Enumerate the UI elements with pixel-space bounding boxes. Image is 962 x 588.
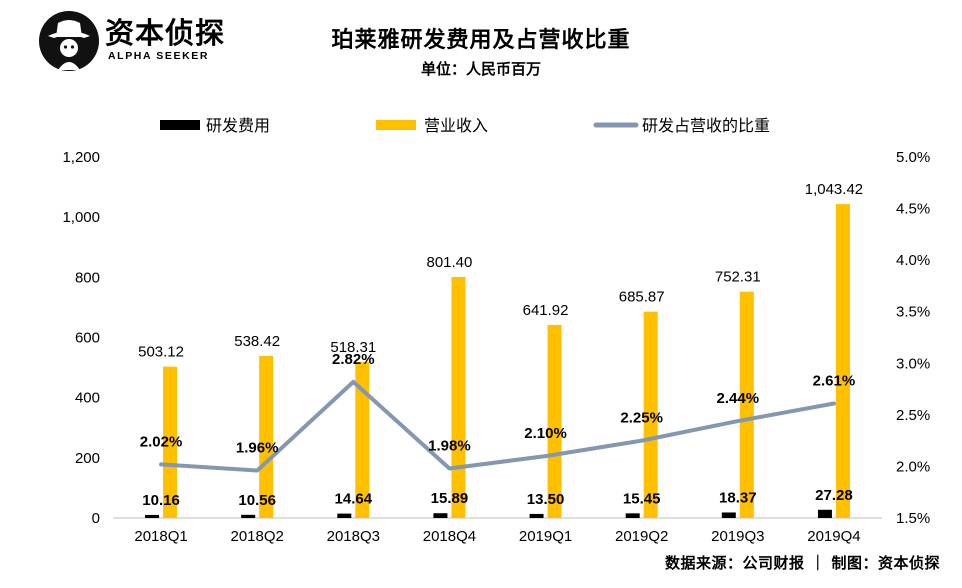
right-axis-tick-label: 2.5% bbox=[896, 407, 930, 424]
rd-expense-data-label: 14.64 bbox=[335, 491, 373, 508]
rd-expense-bar bbox=[529, 513, 544, 518]
revenue-data-label: 685.87 bbox=[619, 289, 665, 306]
left-axis-tick-label: 0 bbox=[92, 510, 100, 527]
ratio-data-label: 2.44% bbox=[717, 390, 760, 407]
rd-expense-bar bbox=[721, 512, 736, 518]
revenue-data-label: 801.40 bbox=[426, 254, 472, 271]
revenue-bar bbox=[451, 276, 466, 518]
right-axis-tick-label: 5.0% bbox=[896, 149, 930, 166]
revenue-bar bbox=[259, 356, 274, 518]
revenue-bar bbox=[163, 366, 178, 518]
ratio-data-label: 2.02% bbox=[140, 433, 183, 450]
data-source: 数据来源：公司财报 ｜ 制图：资本侦探 bbox=[665, 554, 940, 572]
rd-expense-bar bbox=[337, 513, 352, 518]
left-axis-tick-label: 400 bbox=[75, 390, 100, 407]
logo-name-cn: 资本侦探 bbox=[105, 16, 226, 50]
rd-expense-data-label: 15.45 bbox=[623, 490, 661, 507]
x-axis-category-label: 2018Q2 bbox=[230, 528, 283, 545]
x-axis-category-label: 2018Q4 bbox=[423, 528, 476, 545]
right-axis-tick-label: 4.0% bbox=[896, 252, 930, 269]
x-axis-category-label: 2019Q4 bbox=[807, 528, 860, 545]
revenue-data-label: 538.42 bbox=[234, 333, 280, 350]
revenue-bar bbox=[643, 311, 658, 518]
revenue-bar bbox=[355, 362, 370, 518]
left-axis-tick-label: 1,000 bbox=[62, 209, 100, 226]
ratio-data-label: 2.10% bbox=[524, 425, 567, 442]
revenue-data-label: 503.12 bbox=[138, 344, 184, 361]
rd-expense-bar bbox=[145, 514, 160, 518]
rd-expense-bar bbox=[241, 514, 256, 518]
left-axis-tick-label: 800 bbox=[75, 269, 100, 286]
revenue-bar bbox=[547, 324, 562, 518]
x-axis-category-label: 2018Q3 bbox=[327, 528, 380, 545]
legend-rd-swatch bbox=[160, 120, 200, 130]
ratio-line bbox=[159, 379, 836, 473]
legend-revenue-label: 营业收入 bbox=[424, 116, 488, 135]
left-axis-tick-label: 200 bbox=[75, 450, 100, 467]
rd-expense-bar bbox=[625, 513, 640, 518]
rd-expense-data-label: 15.89 bbox=[431, 490, 469, 507]
ratio-data-label: 2.82% bbox=[332, 351, 375, 368]
detective-logo-icon bbox=[39, 11, 99, 71]
revenue-data-label: 1,043.42 bbox=[805, 181, 863, 198]
brand-logo: 资本侦探 ALPHA SEEKER bbox=[38, 10, 238, 72]
legend-ratio-label: 研发占营收的比重 bbox=[642, 116, 770, 135]
left-axis-tick-label: 600 bbox=[75, 330, 100, 347]
rd-expense-data-label: 10.56 bbox=[238, 492, 276, 509]
rd-expense-data-label: 18.37 bbox=[719, 489, 757, 506]
right-axis-tick-label: 1.5% bbox=[896, 510, 930, 527]
revenue-data-label: 641.92 bbox=[523, 302, 569, 319]
logo-name-en: ALPHA SEEKER bbox=[108, 50, 210, 62]
x-axis-category-label: 2019Q2 bbox=[615, 528, 668, 545]
revenue-data-label: 752.31 bbox=[715, 269, 761, 286]
right-axis-tick-label: 3.0% bbox=[896, 355, 930, 372]
rd-expense-bar bbox=[433, 513, 448, 518]
revenue-bar bbox=[835, 204, 850, 518]
ratio-data-label: 1.98% bbox=[428, 437, 471, 454]
ratio-data-label: 1.96% bbox=[236, 440, 279, 457]
x-axis-category-label: 2019Q3 bbox=[711, 528, 764, 545]
x-axis-category-label: 2018Q1 bbox=[134, 528, 187, 545]
ratio-data-label: 2.25% bbox=[620, 410, 663, 427]
rd-expense-data-label: 13.50 bbox=[527, 491, 565, 508]
legend-rd-label: 研发费用 bbox=[206, 116, 270, 135]
legend-revenue-swatch bbox=[376, 120, 416, 130]
right-axis-tick-label: 4.5% bbox=[896, 201, 930, 218]
revenue-data-label: 518.31 bbox=[330, 339, 376, 356]
rd-expense-data-label: 10.16 bbox=[142, 492, 180, 509]
right-axis-tick-label: 2.0% bbox=[896, 458, 930, 475]
chart-unit: 单位：人民币百万 bbox=[420, 60, 541, 78]
revenue-bar bbox=[739, 291, 754, 518]
chart-title: 珀莱雅研发费用及占营收比重 bbox=[331, 27, 631, 53]
x-axis-category-label: 2019Q1 bbox=[519, 528, 572, 545]
ratio-data-label: 2.61% bbox=[813, 373, 856, 390]
rd-expense-bar bbox=[817, 509, 832, 518]
rd-expense-data-label: 27.28 bbox=[815, 487, 853, 504]
left-axis-tick-label: 1,200 bbox=[62, 149, 100, 166]
right-axis-tick-label: 3.5% bbox=[896, 304, 930, 321]
